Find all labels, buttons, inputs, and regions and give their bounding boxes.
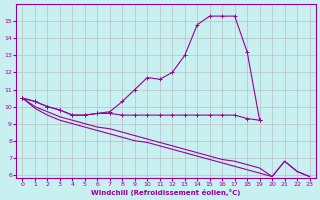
X-axis label: Windchill (Refroidissement éolien,°C): Windchill (Refroidissement éolien,°C) [91, 189, 241, 196]
